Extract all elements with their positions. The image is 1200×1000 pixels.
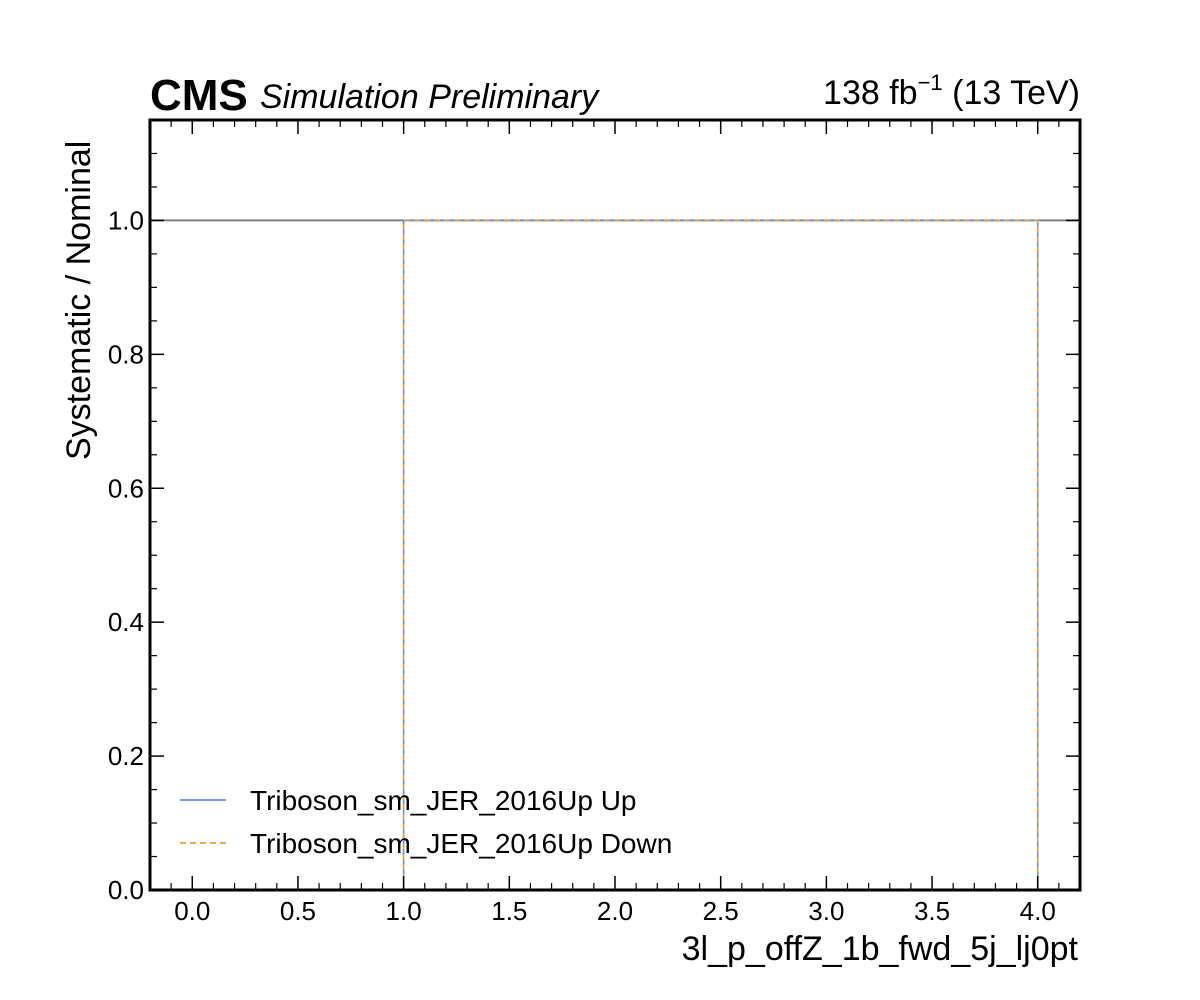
y-tick-label: 0.0 <box>108 875 144 905</box>
status-label: Simulation Preliminary <box>260 78 600 116</box>
x-tick-label: 4.0 <box>1020 896 1056 926</box>
tick-labels-group: 0.0 0.5 1.0 1.5 2.0 2.5 3.0 3.5 4.0 0.0 0.2 0.4 0.6 0… <box>108 205 1056 926</box>
legend-label-down: Triboson_sm_JER_2016Up Down <box>250 828 672 859</box>
x-tick-label: 2.5 <box>703 896 739 926</box>
y-tick-label: 0.4 <box>108 607 144 637</box>
lumi-exponent: −1 <box>918 70 943 95</box>
plot-frame <box>148 118 1082 892</box>
lumi-label: 138 fb−1 (13 TeV) <box>823 70 1080 112</box>
series-line-down <box>402 219 1039 890</box>
ticks-group <box>150 120 1080 891</box>
legend-label-up: Triboson_sm_JER_2016Up Up <box>250 785 637 816</box>
experiment-label: CMS <box>150 71 248 120</box>
energy-label: (13 TeV) <box>943 74 1080 112</box>
x-tick-label: 1.0 <box>386 896 422 926</box>
series-group <box>402 219 1039 890</box>
y-axis-label: Systematic / Nominal <box>60 141 98 460</box>
x-tick-label: 3.5 <box>914 896 950 926</box>
y-tick-label: 0.6 <box>108 473 144 503</box>
x-tick-label: 0.0 <box>174 896 210 926</box>
lumi-value: 138 fb <box>823 74 918 112</box>
x-tick-label: 3.0 <box>808 896 844 926</box>
x-tick-label: 1.5 <box>491 896 527 926</box>
y-tick-label: 0.2 <box>108 741 144 771</box>
x-tick-label: 0.5 <box>280 896 316 926</box>
x-axis-label: 3l_p_offZ_1b_fwd_5j_lj0pt <box>682 930 1079 968</box>
y-tick-label: 1.0 <box>108 205 144 235</box>
legend: Triboson_sm_JER_2016Up Up Triboson_sm_JER… <box>180 785 672 859</box>
x-tick-label: 2.0 <box>597 896 633 926</box>
y-tick-label: 0.8 <box>108 339 144 369</box>
